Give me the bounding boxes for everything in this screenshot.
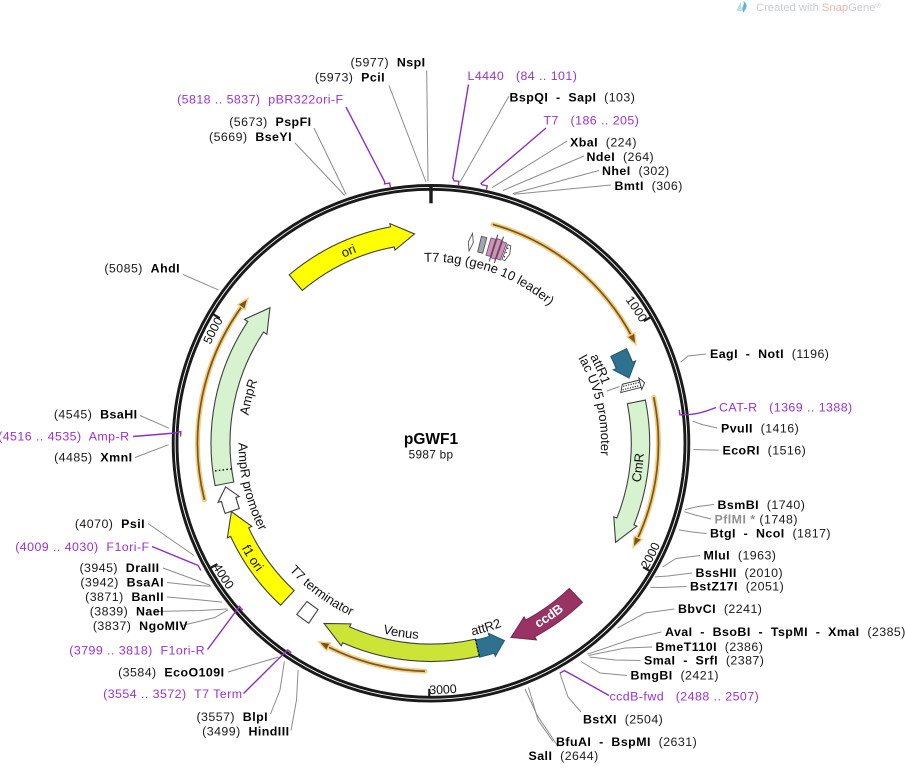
svg-text:BspQI - SapI (103): BspQI - SapI (103) — [510, 91, 636, 105]
svg-text:L4440 (84 .. 101): L4440 (84 .. 101) — [468, 69, 578, 83]
svg-text:(5669) BseYI: (5669) BseYI — [209, 130, 292, 144]
svg-text:BstXI (2504): BstXI (2504) — [583, 713, 663, 727]
svg-text:(4545) BsaHI: (4545) BsaHI — [54, 408, 138, 422]
svg-text:BtgI - NcoI (1817): BtgI - NcoI (1817) — [710, 527, 831, 541]
svg-text:CAT-R (1369 .. 1388): CAT-R (1369 .. 1388) — [719, 401, 853, 415]
svg-text:(3557) BlpI: (3557) BlpI — [196, 710, 268, 724]
svg-text:AvaI - BsoBI - TspMI - X: AvaI - BsoBI - TspMI - XmaI (2385) — [665, 625, 905, 639]
svg-text:(4070) PsiI: (4070) PsiI — [75, 517, 145, 531]
svg-text:BmtI (306): BmtI (306) — [615, 179, 683, 193]
svg-text:NheI (302): NheI (302) — [602, 164, 670, 178]
svg-text:(3871) BanII: (3871) BanII — [85, 590, 164, 604]
svg-text:(5977) NspI: (5977) NspI — [351, 56, 426, 70]
svg-text:(3584) EcoO109I: (3584) EcoO109I — [118, 666, 224, 680]
svg-text:(3499) HindIII: (3499) HindIII — [202, 725, 289, 739]
svg-text:BssHII (2010): BssHII (2010) — [696, 566, 784, 580]
svg-text:(3945) DraIII: (3945) DraIII — [79, 561, 159, 575]
svg-text:T7 (186 .. 205): T7 (186 .. 205) — [544, 114, 640, 128]
svg-text:SalI (2644): SalI (2644) — [529, 749, 599, 763]
svg-text:PvuII (1416): PvuII (1416) — [721, 422, 799, 436]
svg-text:(3839) NaeI: (3839) NaeI — [90, 605, 164, 619]
svg-text:(3554 .. 3572) T7 Term: (3554 .. 3572) T7 Term — [103, 687, 242, 701]
svg-text:MluI (1963): MluI (1963) — [704, 549, 777, 563]
svg-text:(4009 .. 4030) F1ori-F: (4009 .. 4030) F1ori-F — [15, 540, 149, 554]
svg-text:(4485) XmnI: (4485) XmnI — [54, 451, 132, 465]
svg-text:BbvCI (2241): BbvCI (2241) — [678, 602, 762, 616]
svg-text:(5085) AhdI: (5085) AhdI — [104, 262, 180, 276]
svg-text:PflMI * (1748): PflMI * (1748) — [715, 513, 798, 527]
svg-text:BfuAI - BspMI (2631): BfuAI - BspMI (2631) — [556, 735, 697, 749]
svg-text:(3799 .. 3818) F1ori-R: (3799 .. 3818) F1ori-R — [69, 644, 205, 658]
svg-text:(5673) PspFI: (5673) PspFI — [229, 115, 311, 129]
svg-text:BmgBI (2421): BmgBI (2421) — [631, 669, 720, 683]
svg-text:Created with SnapGene®: Created with SnapGene® — [756, 2, 881, 14]
svg-text:pGWF1: pGWF1 — [404, 431, 459, 448]
svg-text:CmR: CmR — [629, 453, 647, 484]
svg-text:EcoRI (1516): EcoRI (1516) — [723, 444, 807, 458]
svg-text:5987 bp: 5987 bp — [409, 448, 454, 462]
svg-text:SmaI - SrfI (2387): SmaI - SrfI (2387) — [644, 654, 764, 668]
svg-text:(5818 .. 5837) pBR322ori-F: (5818 .. 5837) pBR322ori-F — [177, 93, 343, 107]
svg-text:EagI - NotI (1196): EagI - NotI (1196) — [710, 347, 829, 361]
svg-text:BstZ17I (2051): BstZ17I (2051) — [690, 580, 784, 594]
svg-text:3000: 3000 — [429, 682, 457, 697]
svg-text:Venus: Venus — [382, 622, 420, 642]
svg-text:BsmBI (1740): BsmBI (1740) — [718, 498, 806, 512]
svg-text:XbaI (224): XbaI (224) — [570, 136, 637, 150]
svg-text:(5973) PciI: (5973) PciI — [315, 71, 385, 85]
svg-text:(3837) NgoMIV: (3837) NgoMIV — [93, 619, 188, 633]
svg-text:BmeT110I (2386): BmeT110I (2386) — [656, 640, 764, 654]
svg-text:ccdB-fwd (2488 .. 2507): ccdB-fwd (2488 .. 2507) — [610, 690, 760, 704]
svg-text:ori: ori — [339, 241, 358, 261]
svg-text:(4516 .. 4535) Amp-R: (4516 .. 4535) Amp-R — [0, 430, 130, 444]
svg-text:NdeI (264): NdeI (264) — [587, 150, 655, 164]
svg-text:(3942) BsaAI: (3942) BsaAI — [80, 576, 164, 590]
